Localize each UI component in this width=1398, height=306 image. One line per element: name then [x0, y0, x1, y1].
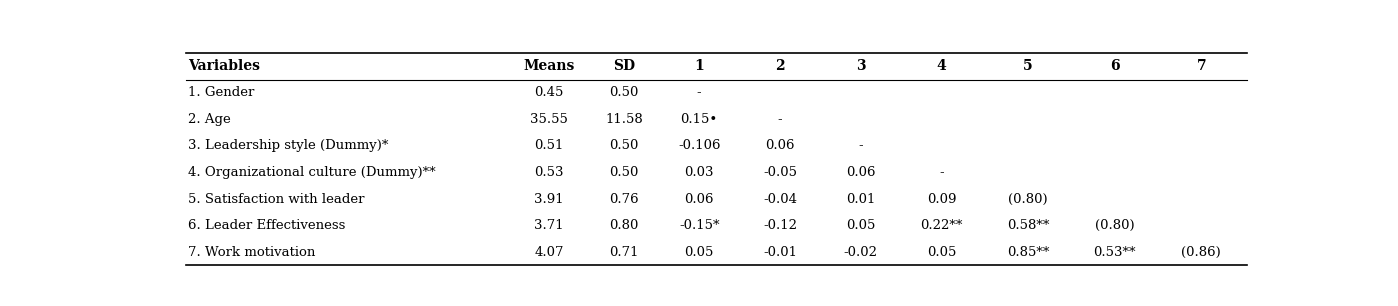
Text: 5. Satisfaction with leader: 5. Satisfaction with leader [187, 192, 365, 206]
Text: 0.22**: 0.22** [920, 219, 963, 232]
Text: 2. Age: 2. Age [187, 113, 231, 126]
Text: 0.01: 0.01 [846, 192, 875, 206]
Text: 11.58: 11.58 [605, 113, 643, 126]
Text: (0.86): (0.86) [1181, 245, 1220, 259]
Text: 3. Leadership style (Dummy)*: 3. Leadership style (Dummy)* [187, 140, 389, 152]
Text: 0.05: 0.05 [927, 245, 956, 259]
Text: 6. Leader Effectiveness: 6. Leader Effectiveness [187, 219, 345, 232]
Text: 0.76: 0.76 [610, 192, 639, 206]
Text: 4: 4 [937, 59, 946, 73]
Text: 1: 1 [695, 59, 705, 73]
Text: Means: Means [523, 59, 575, 73]
Text: -0.01: -0.01 [763, 245, 797, 259]
Text: -0.106: -0.106 [678, 140, 720, 152]
Text: 0.09: 0.09 [927, 192, 956, 206]
Text: 3.71: 3.71 [534, 219, 563, 232]
Text: 1. Gender: 1. Gender [187, 87, 254, 99]
Text: -: - [696, 87, 702, 99]
Text: 0.05: 0.05 [685, 245, 714, 259]
Text: 2: 2 [774, 59, 784, 73]
Text: 0.03: 0.03 [685, 166, 714, 179]
Text: 7. Work motivation: 7. Work motivation [187, 245, 315, 259]
Text: -: - [858, 140, 863, 152]
Text: 0.06: 0.06 [846, 166, 875, 179]
Text: 0.53: 0.53 [534, 166, 563, 179]
Text: 0.50: 0.50 [610, 166, 639, 179]
Text: 0.15•: 0.15• [681, 113, 717, 126]
Text: -0.04: -0.04 [763, 192, 797, 206]
Text: 7: 7 [1197, 59, 1206, 73]
Text: 3.91: 3.91 [534, 192, 563, 206]
Text: 0.58**: 0.58** [1007, 219, 1050, 232]
Text: 0.51: 0.51 [534, 140, 563, 152]
Text: (0.80): (0.80) [1095, 219, 1134, 232]
Text: 0.85**: 0.85** [1007, 245, 1050, 259]
Text: 3: 3 [856, 59, 865, 73]
Text: (0.80): (0.80) [1008, 192, 1048, 206]
Text: 0.50: 0.50 [610, 140, 639, 152]
Text: 0.05: 0.05 [846, 219, 875, 232]
Text: -0.12: -0.12 [763, 219, 797, 232]
Text: Variables: Variables [187, 59, 260, 73]
Text: 0.50: 0.50 [610, 87, 639, 99]
Text: -0.15*: -0.15* [679, 219, 720, 232]
Text: 0.80: 0.80 [610, 219, 639, 232]
Text: -0.05: -0.05 [763, 166, 797, 179]
Text: 0.53**: 0.53** [1093, 245, 1137, 259]
Text: 4.07: 4.07 [534, 245, 563, 259]
Text: SD: SD [614, 59, 635, 73]
Text: -: - [777, 113, 783, 126]
Text: 5: 5 [1023, 59, 1033, 73]
Text: 0.45: 0.45 [534, 87, 563, 99]
Text: 35.55: 35.55 [530, 113, 568, 126]
Text: 0.06: 0.06 [765, 140, 794, 152]
Text: -: - [939, 166, 944, 179]
Text: 6: 6 [1110, 59, 1120, 73]
Text: 0.06: 0.06 [685, 192, 714, 206]
Text: 0.71: 0.71 [610, 245, 639, 259]
Text: 4. Organizational culture (Dummy)**: 4. Organizational culture (Dummy)** [187, 166, 435, 179]
Text: -0.02: -0.02 [844, 245, 878, 259]
